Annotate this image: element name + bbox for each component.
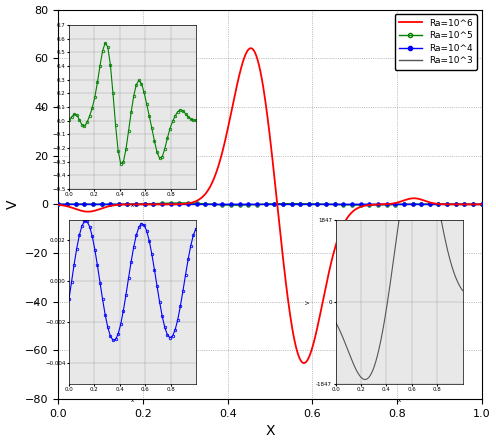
Y-axis label: V: V: [5, 200, 19, 209]
X-axis label: X: X: [265, 424, 275, 438]
Legend: Ra=10^6, Ra=10^5, Ra=10^4, Ra=10^3: Ra=10^6, Ra=10^5, Ra=10^4, Ra=10^3: [394, 14, 477, 70]
